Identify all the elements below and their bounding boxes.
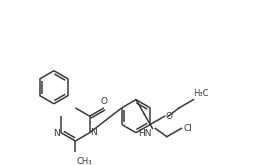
Text: N: N (53, 129, 60, 138)
Text: O: O (166, 112, 173, 121)
Text: N: N (91, 128, 97, 137)
Text: Cl: Cl (183, 124, 192, 133)
Text: O: O (100, 97, 108, 106)
Text: H₃C: H₃C (193, 89, 209, 98)
Text: CH₃: CH₃ (76, 157, 92, 165)
Text: HN: HN (138, 129, 151, 138)
